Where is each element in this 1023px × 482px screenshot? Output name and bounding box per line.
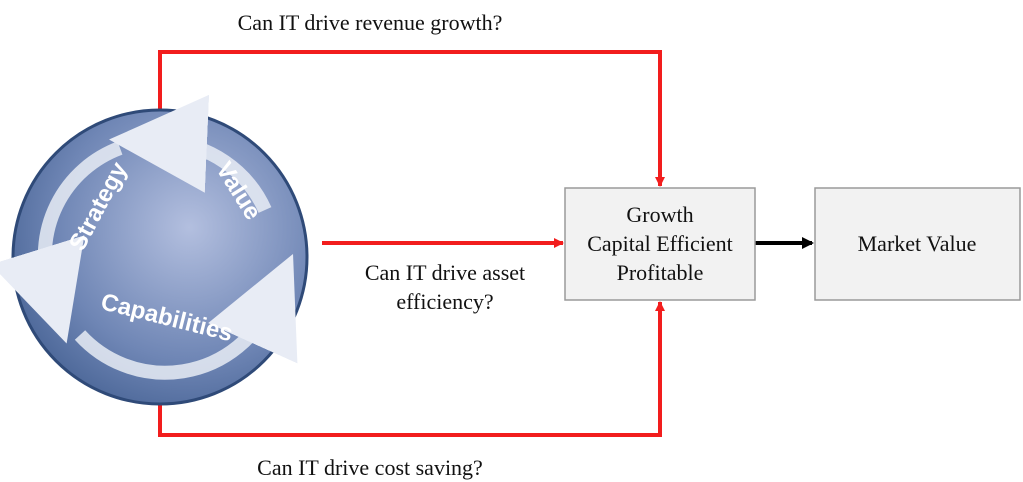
box-line: Market Value bbox=[858, 231, 977, 256]
question: Can IT drive revenue growth? bbox=[238, 10, 503, 35]
diagram: Strategy Value Capabilities Growth Capit… bbox=[0, 0, 1023, 482]
question: Can IT drive cost saving? bbox=[257, 455, 483, 480]
box-line: Profitable bbox=[617, 260, 704, 285]
box-line: Growth bbox=[626, 202, 693, 227]
question: Can IT drive asset bbox=[365, 260, 525, 285]
question: efficiency? bbox=[396, 289, 493, 314]
cycle-circle bbox=[13, 110, 307, 404]
box-line: Capital Efficient bbox=[587, 231, 733, 256]
